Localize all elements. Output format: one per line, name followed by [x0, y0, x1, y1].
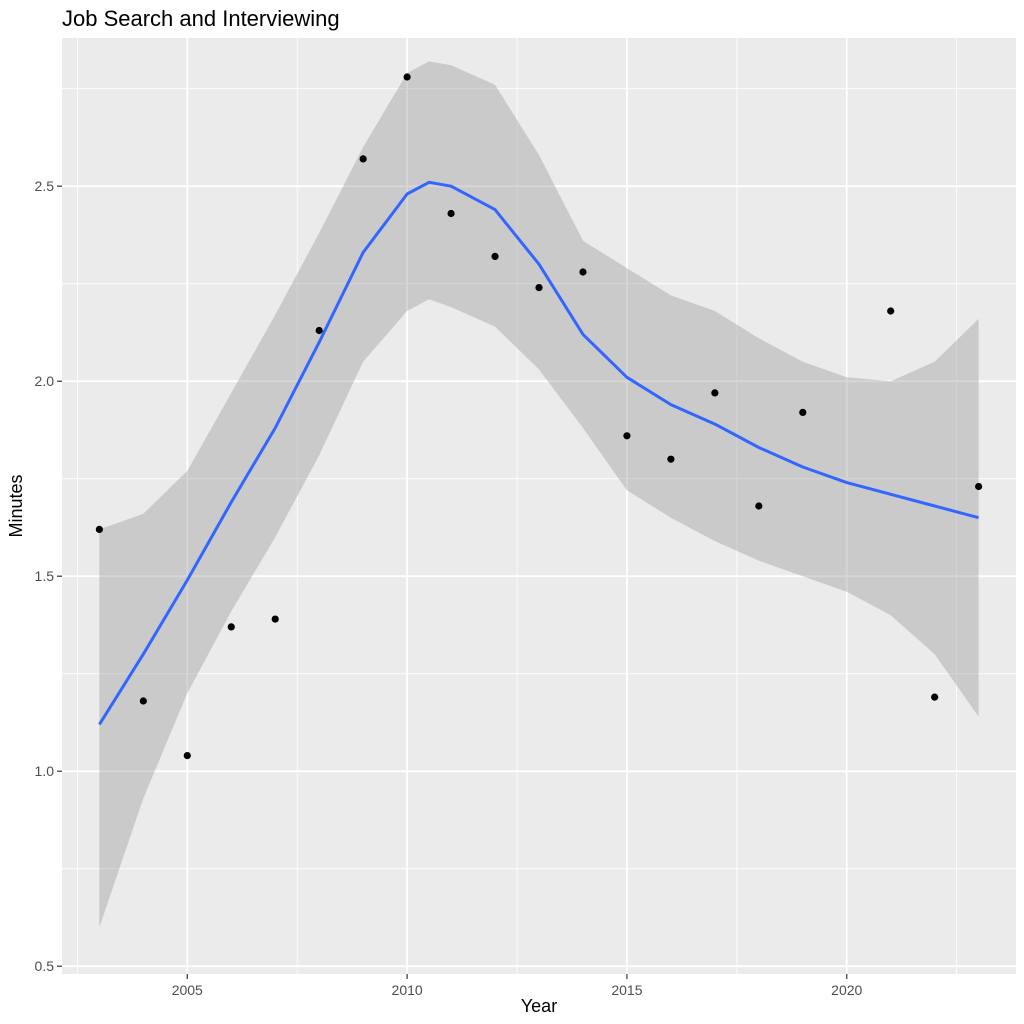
y-axis-title: Minutes — [6, 474, 26, 537]
data-point — [403, 73, 411, 81]
data-point — [975, 482, 983, 491]
plot-panel — [62, 38, 1016, 974]
x-axis-title: Year — [521, 996, 557, 1016]
data-point — [139, 697, 147, 705]
data-point — [271, 615, 279, 623]
data-point — [755, 502, 763, 510]
y-axis-ticks: 0.5 1.0 1.5 2.0 2.5 — [35, 178, 62, 974]
x-tick-label: 2005 — [172, 982, 203, 998]
data-point — [931, 693, 939, 701]
y-tick-label: 2.0 — [35, 373, 55, 389]
y-tick-label: 1.0 — [35, 763, 55, 779]
x-axis-ticks: 2005 2010 2015 2020 — [172, 974, 863, 998]
data-points — [95, 73, 983, 760]
data-point — [491, 252, 499, 260]
y-tick-label: 0.5 — [35, 958, 55, 974]
x-tick-label: 2015 — [611, 982, 642, 998]
smooth-trend-line — [98, 180, 979, 726]
data-point — [579, 268, 587, 276]
data-point — [95, 525, 103, 534]
minor-grid — [62, 38, 1016, 974]
major-grid — [62, 38, 1016, 974]
y-tick-label: 1.5 — [35, 568, 55, 584]
x-tick-label: 2010 — [392, 982, 423, 998]
data-point — [359, 155, 367, 163]
smooth-line — [98, 180, 979, 726]
confidence-band — [99, 61, 979, 928]
data-point — [711, 389, 719, 397]
chart-title: Job Search and Interviewing — [62, 6, 340, 31]
confidence-band-area — [99, 61, 979, 928]
x-tick-label: 2020 — [831, 982, 862, 998]
data-point — [535, 284, 543, 292]
y-tick-label: 2.5 — [35, 178, 55, 194]
data-point — [623, 432, 631, 440]
data-point — [447, 209, 455, 218]
data-point — [315, 326, 323, 335]
data-point — [183, 752, 191, 760]
data-point — [887, 307, 895, 315]
data-point — [227, 623, 235, 631]
data-point — [799, 408, 807, 416]
data-point — [667, 455, 675, 463]
